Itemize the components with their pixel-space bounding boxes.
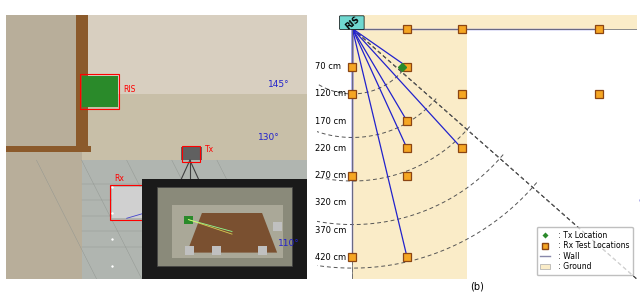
Bar <box>6 146 91 152</box>
Text: 370 cm: 370 cm <box>315 226 346 235</box>
Bar <box>82 160 307 279</box>
Text: RIS: RIS <box>124 85 136 94</box>
Text: 270 cm: 270 cm <box>315 171 346 180</box>
Bar <box>257 246 267 255</box>
Text: Tx: Tx <box>205 145 214 154</box>
Bar <box>182 146 200 161</box>
Text: 130°: 130° <box>258 134 280 142</box>
Bar <box>212 246 221 255</box>
Bar <box>186 246 195 255</box>
Bar <box>6 15 307 94</box>
Polygon shape <box>187 213 277 253</box>
Text: 145°: 145° <box>268 80 289 89</box>
Bar <box>110 185 143 220</box>
Bar <box>353 28 467 279</box>
Polygon shape <box>172 205 283 258</box>
Bar <box>6 15 82 279</box>
Bar <box>80 74 119 109</box>
Text: 70 cm: 70 cm <box>315 62 341 71</box>
Text: 110°: 110° <box>278 239 300 248</box>
Text: (b): (b) <box>470 282 484 292</box>
Bar <box>273 222 282 232</box>
Bar <box>76 15 88 147</box>
Bar <box>82 76 118 107</box>
Text: 170 cm: 170 cm <box>315 117 346 126</box>
Text: Rx: Rx <box>115 174 125 183</box>
Text: 220 cm: 220 cm <box>315 144 346 153</box>
FancyBboxPatch shape <box>339 16 364 29</box>
Bar <box>112 187 142 218</box>
Text: RIS: RIS <box>344 14 361 31</box>
Bar <box>142 179 307 279</box>
Text: 120 cm: 120 cm <box>315 89 346 98</box>
Text: 320 cm: 320 cm <box>315 198 346 207</box>
Text: 90°: 90° <box>639 198 640 207</box>
Text: 420 cm: 420 cm <box>315 253 346 262</box>
Bar <box>353 15 637 28</box>
Legend:  : Tx Location,  : Rx Test Locations,  : Wall,  : Ground: : Tx Location, : Rx Test Locations, : Wa… <box>536 227 633 275</box>
Bar <box>184 216 193 224</box>
Bar <box>181 147 202 160</box>
Polygon shape <box>157 187 292 266</box>
